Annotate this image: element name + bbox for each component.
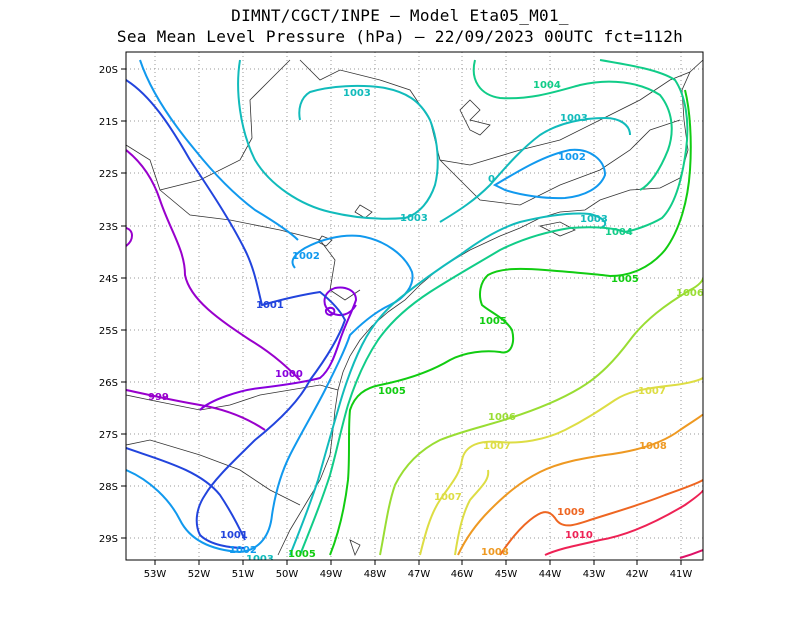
lat-label: 27S bbox=[99, 430, 118, 441]
contour-label: 999 bbox=[148, 392, 169, 403]
contour-label: 0 bbox=[488, 174, 495, 185]
isobar-1004 bbox=[299, 226, 626, 556]
isobar-1002-ring bbox=[492, 148, 607, 200]
lon-label: 53W bbox=[144, 569, 167, 580]
isobar-1008 bbox=[457, 413, 703, 556]
grid-lines bbox=[126, 52, 703, 560]
contour-label: 1003 bbox=[343, 88, 371, 99]
contour-label: 1004 bbox=[605, 227, 633, 238]
contour-label: 1009 bbox=[557, 507, 585, 518]
isobar-1002-n bbox=[139, 59, 299, 241]
isobar-1001-sw bbox=[126, 447, 246, 541]
contour-label: 1008 bbox=[481, 547, 509, 558]
isobar-1007-b bbox=[454, 469, 490, 556]
lat-label: 20S bbox=[99, 65, 118, 76]
contour-label: 1003 bbox=[400, 213, 428, 224]
map-title-line1: DIMNT/CGCT/INPE — Model Eta05_M01_ bbox=[231, 6, 569, 25]
isobar-999 bbox=[126, 389, 266, 431]
lon-label: 45W bbox=[495, 569, 518, 580]
contour-label: 1002 bbox=[292, 251, 320, 262]
isobar-999-w bbox=[126, 149, 301, 381]
isobar-1001 bbox=[126, 79, 347, 549]
lon-label: 49W bbox=[320, 569, 343, 580]
isobar-999-blob bbox=[126, 227, 133, 247]
lon-label: 52W bbox=[188, 569, 211, 580]
axis-ticks bbox=[121, 68, 682, 565]
contour-label: 1003 bbox=[560, 113, 588, 124]
lat-label: 23S bbox=[99, 222, 118, 233]
contour-label: 1006 bbox=[676, 288, 704, 299]
lon-label: 48W bbox=[364, 569, 387, 580]
contour-label: 1002 bbox=[558, 152, 586, 163]
lon-label: 43W bbox=[583, 569, 606, 580]
contour-label: 1007 bbox=[638, 386, 666, 397]
contour-label: 1001 bbox=[220, 530, 248, 541]
isobar-1007 bbox=[419, 377, 703, 556]
contour-labels: 1003 1004 1003 1002 0 1003 1003 1004 100… bbox=[148, 80, 704, 565]
plot-frame bbox=[125, 51, 704, 561]
lon-label: 47W bbox=[408, 569, 431, 580]
contour-label: 1005 bbox=[611, 274, 639, 285]
isobar-1004-n bbox=[472, 59, 673, 191]
lon-label: 42W bbox=[626, 569, 649, 580]
isobar-1003 bbox=[289, 212, 607, 556]
lon-label: 51W bbox=[232, 569, 255, 580]
contour-label: 1007 bbox=[483, 441, 511, 452]
lon-label: 50W bbox=[276, 569, 299, 580]
contour-label: 1010 bbox=[565, 530, 593, 541]
isobar-1005 bbox=[329, 89, 692, 556]
lat-label: 24S bbox=[99, 274, 118, 285]
contour-label: 1008 bbox=[639, 441, 667, 452]
isobar-1011 bbox=[679, 549, 703, 559]
lat-labels: 20S 21S 22S 23S 24S 25S 26S 27S 28S 29S bbox=[99, 65, 118, 545]
map-title-line2: Sea Mean Level Pressure (hPa) — 22/09/20… bbox=[116, 27, 684, 46]
contour-label: 1003 bbox=[580, 214, 608, 225]
contour-label: 1002 bbox=[229, 545, 257, 556]
isobar-1010 bbox=[544, 489, 703, 556]
lat-label: 25S bbox=[99, 326, 118, 337]
isobars bbox=[126, 59, 703, 559]
contour-label: 1005 bbox=[479, 316, 507, 327]
lon-label: 41W bbox=[670, 569, 693, 580]
contour-label: 1007 bbox=[434, 492, 462, 503]
contour-label: 1005 bbox=[288, 549, 316, 560]
isobar-1004-ne bbox=[599, 59, 689, 233]
lon-label: 46W bbox=[451, 569, 474, 580]
isobar-1009 bbox=[499, 479, 703, 556]
lat-label: 22S bbox=[99, 169, 118, 180]
contour-label: 1003 bbox=[246, 554, 274, 565]
lat-label: 29S bbox=[99, 534, 118, 545]
isobar-1002 bbox=[126, 234, 414, 554]
contour-label: 1001 bbox=[256, 300, 284, 311]
isobar-1003-loop bbox=[237, 59, 439, 220]
contour-label: 1000 bbox=[275, 369, 303, 380]
isobar-1006 bbox=[379, 277, 703, 556]
coastline-borders bbox=[126, 59, 703, 557]
lat-label: 26S bbox=[99, 378, 118, 389]
lat-label: 28S bbox=[99, 482, 118, 493]
isobar-1003-e bbox=[439, 116, 631, 223]
isobar-1000-spot bbox=[324, 306, 336, 316]
contour-label: 1006 bbox=[488, 412, 516, 423]
lat-label: 21S bbox=[99, 117, 118, 128]
contour-label: 1005 bbox=[378, 386, 406, 397]
lon-labels: 53W 52W 51W 50W 49W 48W 47W 46W 45W 44W … bbox=[144, 569, 693, 580]
lon-label: 44W bbox=[539, 569, 562, 580]
contour-label: 1004 bbox=[533, 80, 561, 91]
